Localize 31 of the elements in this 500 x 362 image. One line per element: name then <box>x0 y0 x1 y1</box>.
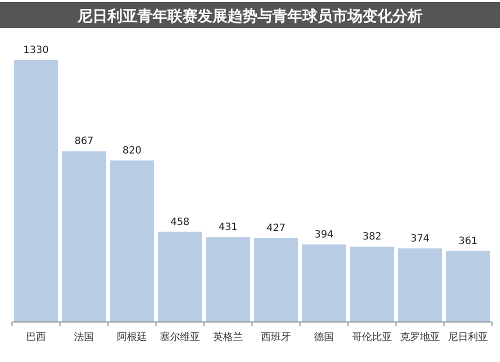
data-label: 431 <box>218 222 238 234</box>
data-label: 382 <box>362 232 382 243</box>
bar <box>398 248 442 322</box>
chart-title: 尼日利亚青年联赛发展趋势与青年球员市场变化分析 <box>76 7 422 25</box>
bar <box>302 244 346 322</box>
x-tick-label: 西班牙 <box>261 331 291 343</box>
data-label: 374 <box>410 233 430 244</box>
bar <box>158 232 202 322</box>
data-label: 1330 <box>23 45 49 56</box>
x-tick-label: 德国 <box>314 332 334 343</box>
x-tick-label: 英格兰 <box>213 331 243 343</box>
bar <box>254 238 298 322</box>
data-label: 361 <box>458 236 478 247</box>
data-label: 394 <box>314 229 334 240</box>
x-tick-label: 克罗地亚 <box>400 331 440 343</box>
bar <box>62 151 106 322</box>
bar <box>206 237 250 322</box>
bar <box>110 160 154 322</box>
x-tick-label: 法国 <box>74 331 94 343</box>
bar <box>350 246 394 322</box>
x-tick-label: 阿根廷 <box>117 331 147 343</box>
bar <box>14 60 58 322</box>
data-label: 820 <box>122 145 142 156</box>
x-tick-label: 尼日利亚 <box>448 331 488 343</box>
x-tick-label: 巴西 <box>26 332 46 343</box>
bar <box>446 250 490 322</box>
x-tick-label: 塞尔维亚 <box>160 331 200 343</box>
data-label: 867 <box>74 136 94 148</box>
data-label: 427 <box>266 222 286 234</box>
x-tick-label: 哥伦比亚 <box>352 331 392 343</box>
data-label: 458 <box>170 216 190 228</box>
